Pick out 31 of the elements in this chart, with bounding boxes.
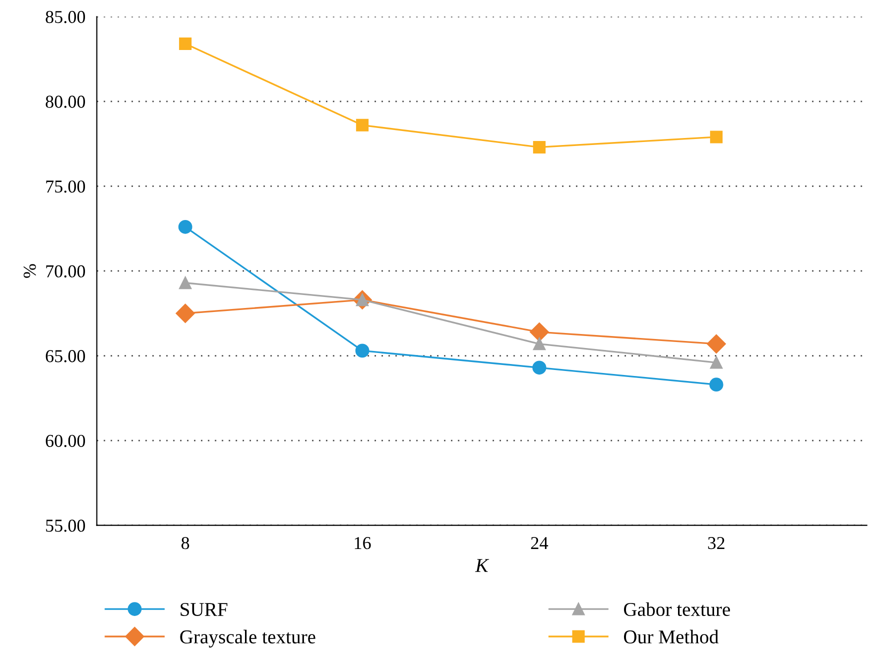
y-tick-label: 75.00 xyxy=(46,180,85,193)
point xyxy=(176,304,195,323)
x-tick-label: 8 xyxy=(181,536,190,550)
point xyxy=(179,276,192,290)
y-tick-label: 85.00 xyxy=(46,10,85,24)
y-tick-label: 65.00 xyxy=(46,350,85,362)
legend-label: Our Method xyxy=(624,630,719,644)
x-tick-label: 24 xyxy=(531,537,548,549)
legend-label: Grayscale texture xyxy=(180,630,316,648)
point xyxy=(533,338,546,350)
point xyxy=(356,118,369,132)
y-tick-label: 60.00 xyxy=(46,434,85,448)
point xyxy=(355,344,370,358)
point xyxy=(709,378,724,392)
point xyxy=(178,220,192,234)
legend-label: Gabor texture xyxy=(624,602,730,616)
point xyxy=(530,322,549,342)
legend-label: SURF xyxy=(180,602,228,616)
point xyxy=(710,356,723,369)
y-tick-label: 55.00 xyxy=(46,520,85,532)
point xyxy=(706,334,726,354)
point xyxy=(532,360,546,375)
y-tick-label: 70.00 xyxy=(46,265,85,278)
point xyxy=(179,38,192,50)
x-axis-title: K xyxy=(475,559,490,572)
x-tick-label: 16 xyxy=(354,537,371,550)
point xyxy=(533,140,546,154)
y-axis-title: % xyxy=(24,264,36,278)
x-tick-label: 32 xyxy=(708,537,724,550)
y-tick-label: 80.00 xyxy=(46,96,85,108)
point xyxy=(710,130,723,144)
